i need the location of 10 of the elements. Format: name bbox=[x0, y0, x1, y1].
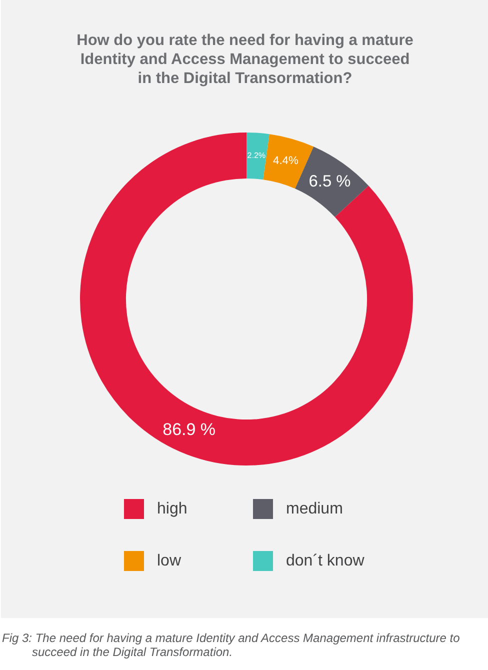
legend-label: medium bbox=[286, 500, 343, 518]
data-label: 6.5 % bbox=[308, 172, 351, 191]
legend-label: high bbox=[157, 500, 188, 518]
chart-title: How do you rate the need for having a mature Identity and Access Management to succeed in the Digital Transormation? bbox=[76, 30, 414, 88]
legend-label: low bbox=[157, 552, 182, 570]
data-label: 86.9 % bbox=[162, 420, 216, 440]
legend-label: don´t know bbox=[286, 552, 365, 570]
data-label: 4.4% bbox=[273, 154, 298, 167]
data-label: 2.2% bbox=[247, 151, 266, 160]
caption: Fig 3: The need for having a mature Identity and Access Management infrastructure to succeed in the Digital Transformation. bbox=[2, 631, 461, 659]
